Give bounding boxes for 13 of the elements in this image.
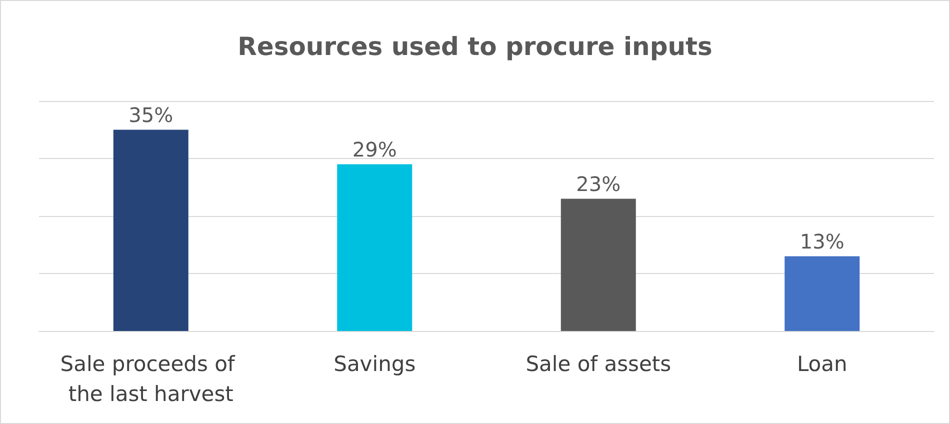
bar <box>113 130 188 331</box>
bar <box>784 256 860 331</box>
bar <box>337 164 412 331</box>
chart-title: Resources used to procure inputs <box>238 32 712 61</box>
data-label: 23% <box>576 172 621 196</box>
x-tick-label: Sale proceeds of the last harvest <box>60 352 242 406</box>
bar <box>560 198 636 331</box>
x-tick-label: Sale of assets <box>526 352 672 376</box>
data-label: 13% <box>800 229 844 254</box>
x-tick-label: Loan <box>796 352 848 376</box>
x-tick-label: Savings <box>334 352 416 376</box>
data-label: 35% <box>128 102 174 127</box>
data-label: 29% <box>352 137 397 162</box>
